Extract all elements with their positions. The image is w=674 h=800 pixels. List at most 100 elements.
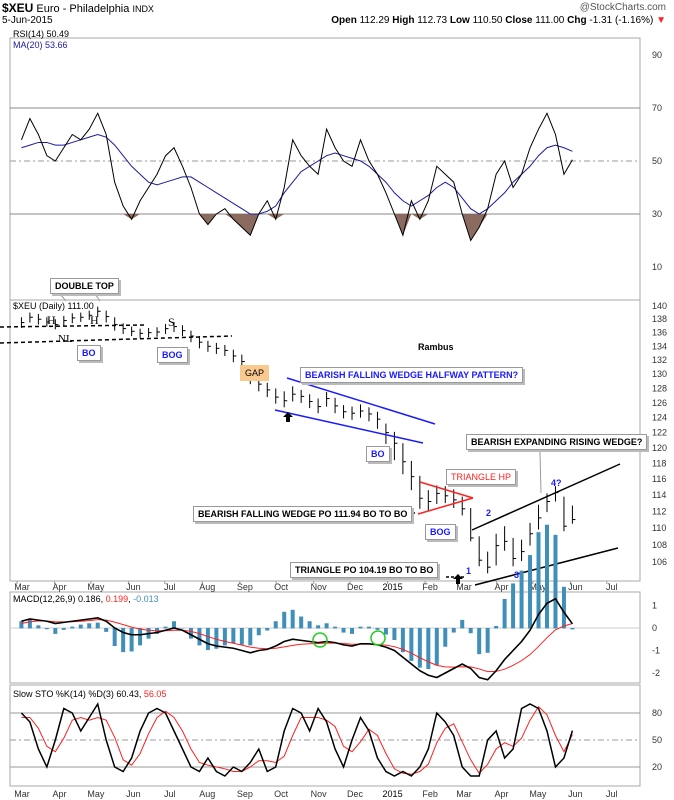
- bog-label-2: BOG: [425, 524, 456, 540]
- macd-histogram-bar: [561, 586, 566, 629]
- macd-histogram-bar: [214, 628, 219, 649]
- high-value: 112.73: [417, 15, 448, 26]
- macd-histogram-bar: [400, 628, 405, 653]
- macd-value: 0.186: [78, 594, 101, 604]
- price-legend: $XEU (Daily) 111.00: [13, 301, 94, 311]
- x-axis-label-top: Apr: [53, 582, 67, 592]
- sto-y-tick: 20: [652, 762, 662, 772]
- down-arrow-icon: ▼: [656, 15, 666, 26]
- double-top-callout: [59, 293, 67, 302]
- x-axis-label-top: Dec: [347, 582, 364, 592]
- open-value: 112.29: [359, 15, 390, 26]
- x-axis-label-bottom: Apr: [53, 789, 67, 799]
- panel-border-3: [9, 684, 641, 787]
- x-axis-label-top: Jul: [606, 582, 618, 592]
- double-top-label: DOUBLE TOP: [50, 278, 119, 294]
- price-y-tick: 122: [652, 428, 667, 438]
- bog-label-1: BOG: [157, 347, 188, 363]
- macd-histogram-bar: [27, 619, 32, 629]
- macd-histogram-bar: [78, 624, 83, 629]
- x-axis-label-top: Sep: [237, 582, 253, 592]
- open-label: Open: [331, 15, 357, 26]
- macd-histogram-bar: [536, 532, 541, 629]
- sto-k-line: [20, 702, 574, 777]
- macd-histogram-bar: [392, 628, 397, 640]
- copyright: @StockCharts.com: [579, 2, 666, 13]
- macd-histogram-bar: [290, 609, 295, 629]
- rsi-oversold-fill: [224, 214, 259, 236]
- neckline-lower: [0, 335, 233, 344]
- gap-label: GAP: [240, 365, 270, 381]
- x-axis-label-bottom: May: [529, 789, 547, 799]
- triangle-lower-line: [417, 497, 474, 515]
- chart-title: $XEU Euro - Philadelphia INDX: [2, 1, 154, 15]
- x-axis-label-bottom: Feb: [422, 789, 438, 799]
- price-y-tick: 120: [652, 443, 667, 453]
- macd-signal-line: [21, 619, 573, 673]
- symbol: $XEU: [2, 1, 34, 15]
- macd-histogram-bar: [451, 628, 456, 633]
- bo-label-1: BO: [77, 345, 101, 361]
- macd-histogram-bar: [273, 621, 278, 629]
- price-y-tick: 126: [652, 398, 667, 408]
- close-value: 111.00: [535, 15, 565, 26]
- rsi-oversold-fill: [267, 214, 285, 220]
- x-axis-label-bottom: Jul: [606, 789, 618, 799]
- macd-histogram-bar: [375, 628, 380, 630]
- neckline-upper: [0, 324, 146, 328]
- price-y-tick: 134: [652, 341, 667, 351]
- macd-y-tick: -1: [652, 646, 660, 656]
- x-axis-label-bottom: May: [87, 789, 105, 799]
- neckline-label: NL: [58, 333, 73, 345]
- expanding-wedge-upper: [471, 463, 621, 531]
- x-axis-label-bottom: Mar: [14, 789, 30, 799]
- rsi-y-tick: 30: [652, 209, 662, 219]
- price-y-tick: 136: [652, 328, 667, 338]
- x-axis-label-bottom: Mar: [456, 789, 472, 799]
- wave-1-label: 1: [466, 566, 472, 576]
- x-axis-label-bottom: Aug: [199, 789, 215, 799]
- macd-histogram-bar: [426, 628, 431, 669]
- wave-4-label: 4?: [551, 478, 562, 488]
- price-y-tick: 132: [652, 355, 667, 365]
- macd-histogram-bar: [44, 628, 49, 630]
- macd-histogram-bar: [366, 626, 371, 629]
- macd-y-tick: 0: [652, 623, 657, 633]
- x-axis-label-bottom: Sep: [237, 789, 253, 799]
- macd-histogram-bar: [19, 621, 24, 629]
- price-y-tick: 140: [652, 301, 667, 311]
- macd-histogram-bar: [87, 623, 92, 629]
- panel-border-0: [9, 37, 641, 301]
- x-axis-label-bottom: Jul: [164, 789, 176, 799]
- price-y-tick: 108: [652, 540, 667, 550]
- macd-legend: MACD(12,26,9) 0.186, 0.199, -0.013: [13, 594, 159, 604]
- macd-histogram-bar: [112, 628, 117, 647]
- rsi-oversold-fill: [394, 214, 412, 236]
- instrument-name: Euro - Philadelphia: [36, 3, 130, 15]
- macd-histogram-bar: [383, 628, 388, 635]
- x-axis-label-top: 2015: [383, 582, 403, 592]
- macd-histogram-bar: [95, 622, 100, 629]
- bo-label-2: BO: [366, 446, 390, 462]
- macd-histogram-bar: [553, 534, 558, 629]
- double-top-callout: [94, 293, 101, 302]
- up-arrow-icon: [453, 574, 463, 584]
- macd-histogram-bar: [222, 628, 227, 646]
- x-axis-label-top: Mar: [14, 582, 30, 592]
- rsi-oversold-fill: [199, 214, 217, 225]
- price-y-tick: 110: [652, 523, 666, 533]
- expanding-wedge-callout: [539, 451, 542, 494]
- macd-histogram-bar: [417, 628, 422, 668]
- x-axis-label-top: Jul: [164, 582, 176, 592]
- rsi-y-tick: 90: [652, 50, 662, 60]
- macd-histogram-bar: [485, 628, 490, 653]
- wave-2-label: 2: [486, 508, 492, 518]
- high-label: High: [392, 15, 415, 26]
- macd-histogram-bar: [61, 628, 66, 630]
- macd-histogram-bar: [443, 628, 448, 647]
- macd-y-tick: -2: [652, 668, 660, 678]
- price-y-tick: 118: [652, 458, 666, 468]
- x-axis-label-top: Nov: [311, 582, 328, 592]
